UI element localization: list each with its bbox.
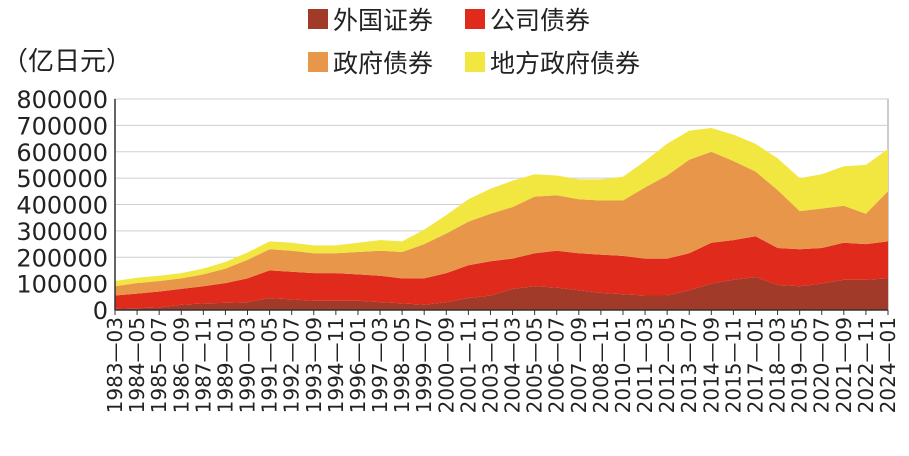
x-tick-label: 2017—01 bbox=[743, 317, 767, 413]
x-tick-label: 1986—09 bbox=[169, 317, 193, 413]
legend-label-local-government-bonds: 地方政府债券 bbox=[490, 49, 640, 78]
y-tick-label: 300000 bbox=[16, 218, 108, 246]
x-tick-label: 1993—09 bbox=[302, 317, 326, 413]
legend-swatch-local-government-bonds bbox=[465, 52, 485, 72]
x-tick-label: 2013—07 bbox=[677, 317, 701, 413]
x-tick-label: 2010—01 bbox=[611, 317, 635, 413]
x-tick-label: 1999—07 bbox=[412, 317, 436, 413]
area-series-foreign-securities bbox=[115, 277, 888, 310]
x-tick-label: 1996—01 bbox=[346, 317, 370, 413]
y-tick-label: 100000 bbox=[16, 271, 108, 299]
x-tick-label: 2008—11 bbox=[589, 317, 613, 413]
x-tick-label: 1987—11 bbox=[191, 317, 215, 413]
y-tick-label: 0 bbox=[93, 297, 108, 325]
x-tick-label: 1985—07 bbox=[147, 317, 171, 413]
legend-label-government-bonds: 政府债券 bbox=[333, 49, 433, 78]
x-tick-label: 1989—01 bbox=[213, 317, 237, 413]
plot-area: 0100000200000300000400000500000600000700… bbox=[16, 86, 900, 413]
y-tick-label: 800000 bbox=[16, 86, 108, 114]
x-tick-label: 1984—05 bbox=[125, 317, 149, 413]
x-tick-label: 1991—05 bbox=[258, 317, 282, 413]
x-tick-label: 2006—07 bbox=[545, 317, 569, 413]
x-tick-label: 2012—05 bbox=[655, 317, 679, 413]
legend-swatch-corporate-bonds bbox=[465, 9, 485, 29]
area-series-corporate-bonds bbox=[115, 236, 888, 309]
legend-swatch-foreign-securities bbox=[308, 9, 328, 29]
x-tick-label: 1992—07 bbox=[280, 317, 304, 413]
x-tick-label: 1994—11 bbox=[324, 317, 348, 413]
x-tick-label: 2018—03 bbox=[766, 317, 790, 413]
x-tick-label: 1998—05 bbox=[390, 317, 414, 413]
legend: 外国证券 公司债券 政府债券 地方政府债券 bbox=[308, 6, 640, 78]
area-series-local-government-bonds bbox=[115, 128, 888, 287]
y-tick-label: 400000 bbox=[16, 192, 108, 220]
y-tick-label: 200000 bbox=[16, 244, 108, 272]
x-tick-label: 2004—03 bbox=[501, 317, 525, 413]
x-tick-label: 2014—09 bbox=[699, 317, 723, 413]
x-tick-label: 2007—09 bbox=[567, 317, 591, 413]
x-tick-label: 1983—03 bbox=[103, 317, 127, 413]
y-tick-label: 500000 bbox=[16, 165, 108, 193]
x-tick-label: 2003—01 bbox=[478, 317, 502, 413]
x-tick-label: 1997—03 bbox=[368, 317, 392, 413]
x-tick-label: 2022—11 bbox=[854, 317, 878, 413]
legend-label-corporate-bonds: 公司债券 bbox=[490, 6, 590, 35]
x-tick-label: 2015—11 bbox=[721, 317, 745, 413]
x-tick-label: 2001—11 bbox=[456, 317, 480, 413]
x-tick-label: 2021—09 bbox=[832, 317, 856, 413]
x-tick-label: 1990—03 bbox=[236, 317, 260, 413]
x-tick-label: 2000—09 bbox=[434, 317, 458, 413]
x-tick-label: 2024—01 bbox=[876, 317, 900, 413]
legend-label-foreign-securities: 外国证券 bbox=[333, 6, 433, 35]
x-tick-label: 2019—05 bbox=[788, 317, 812, 413]
y-axis-unit-label: （亿日元） bbox=[2, 47, 132, 77]
x-tick-label: 2011—03 bbox=[633, 317, 657, 413]
area-series-government-bonds bbox=[115, 151, 888, 296]
x-tick-label: 2020—07 bbox=[810, 317, 834, 413]
legend-swatch-government-bonds bbox=[308, 52, 328, 72]
x-tick-label: 2005—05 bbox=[523, 317, 547, 413]
y-tick-label: 600000 bbox=[16, 139, 108, 167]
y-tick-label: 700000 bbox=[16, 112, 108, 140]
